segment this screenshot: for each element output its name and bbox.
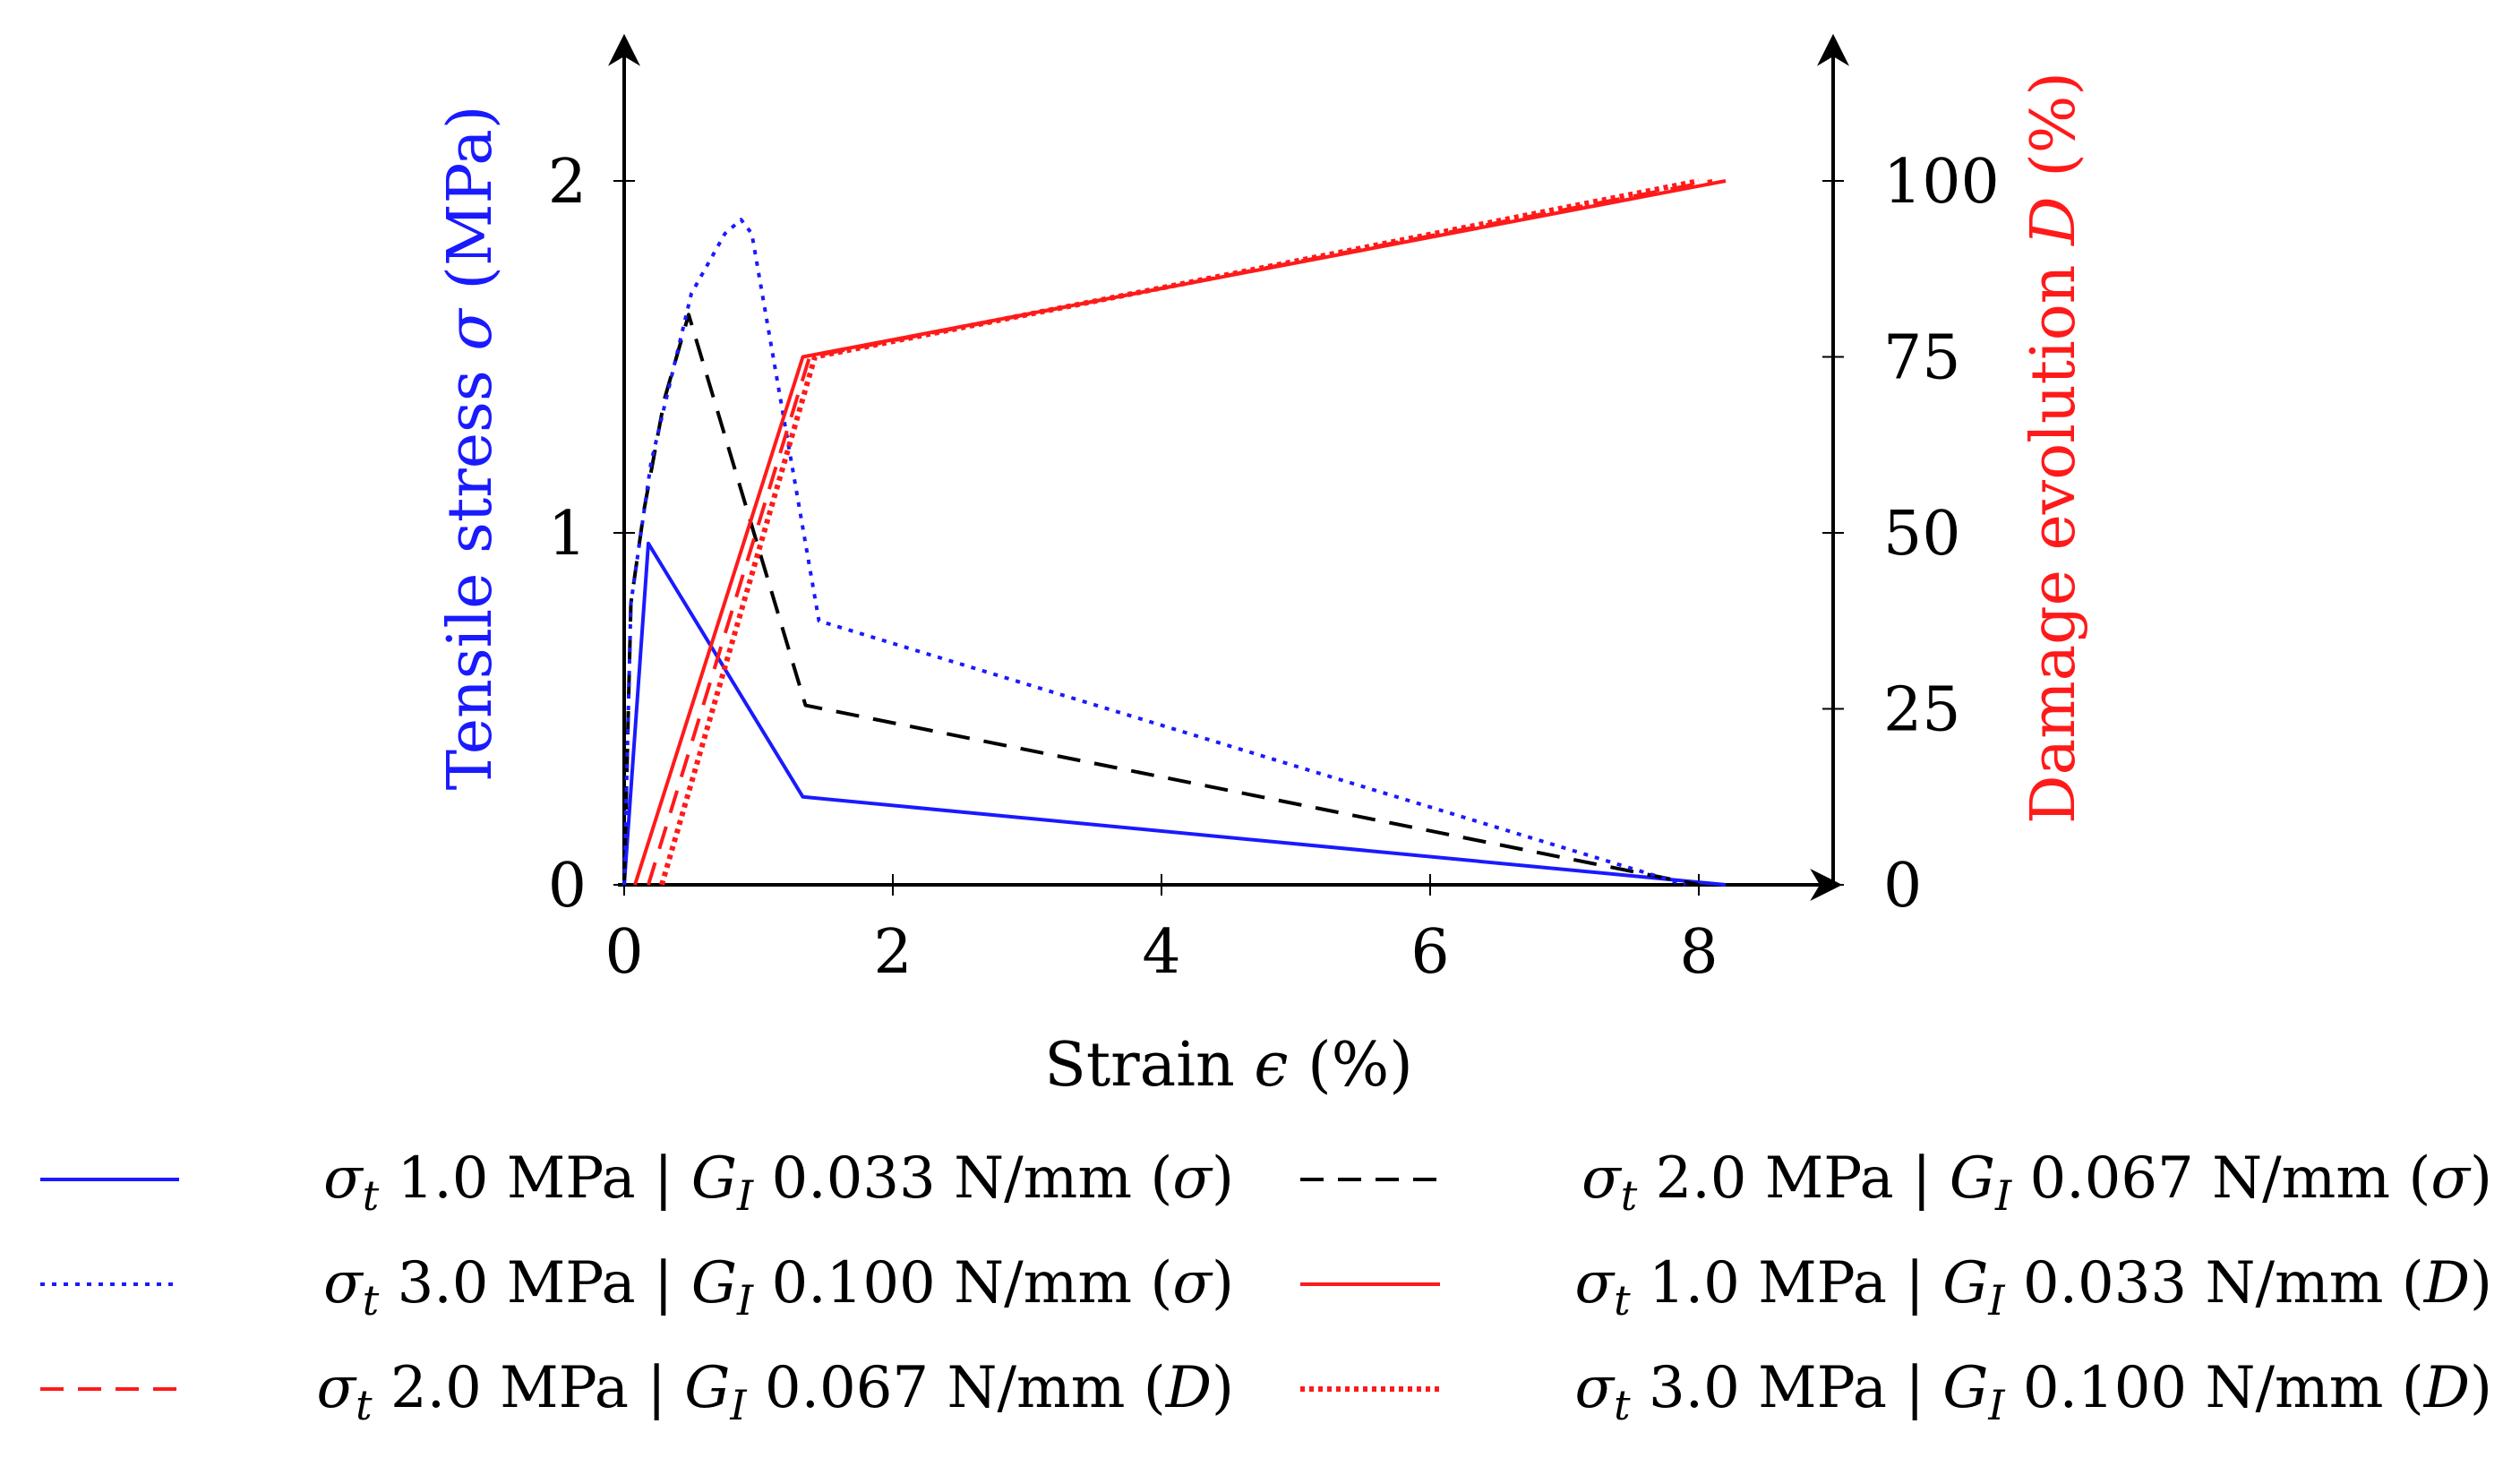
- legend-label-part: 0.067 N/mm (: [747, 1355, 1166, 1421]
- legend-label-part: 0.033 N/mm (: [2005, 1250, 2424, 1316]
- legend-label-part: I: [1994, 1171, 2012, 1220]
- legend-label-part: ): [1212, 1145, 1234, 1212]
- series-line-6: [659, 178, 1700, 886]
- legend-label-part: 0.067 N/mm (: [2011, 1145, 2430, 1212]
- legend-label-part: I: [736, 1171, 754, 1220]
- legend-label-part: 0.100 N/mm (: [2005, 1355, 2424, 1421]
- y-right-tick-label: 50: [1883, 499, 1961, 570]
- legend-label-part: ): [2470, 1250, 2492, 1316]
- x-axis-title-pre: Strain: [1044, 1030, 1254, 1101]
- legend-label-part: I: [736, 1276, 754, 1325]
- series-line-3: [622, 218, 1686, 887]
- legend-label-part: D: [1165, 1355, 1212, 1421]
- legend-label-part: 1.0 MPa |: [379, 1145, 691, 1212]
- legend-label-part: σ: [1581, 1145, 1623, 1212]
- legend-label-part: G: [1950, 1145, 1995, 1212]
- legend-label-part: t: [1621, 1171, 1638, 1220]
- legend-label-part: ): [2470, 1355, 2492, 1421]
- x-tick-label: 2: [873, 917, 912, 988]
- tick-labels: 0 2 4 6 8 0 1 2 0 25 50 75 100: [548, 147, 2000, 988]
- y-left-tick-label: 2: [548, 147, 587, 218]
- legend-label-part: 0.100 N/mm (: [753, 1250, 1172, 1316]
- y-right-tick-label: 0: [1883, 851, 1922, 922]
- x-tick-label: 0: [604, 917, 643, 988]
- legend-label-part: t: [363, 1171, 380, 1220]
- series-line-1: [622, 541, 1727, 887]
- legend-label-part: G: [691, 1145, 737, 1212]
- legend-label-part: σ: [1574, 1250, 1616, 1316]
- legend-label: σt 1.0 MPa | GI 0.033 N/mm (σ): [323, 1145, 1234, 1220]
- legend-label-part: 0.033 N/mm (: [753, 1145, 1172, 1212]
- left-axis-title-pre: Tensile stress: [435, 351, 506, 791]
- left-axis-title-var: σ: [435, 308, 506, 351]
- legend-label: σt 3.0 MPa | GI 0.100 N/mm (D): [1574, 1355, 2492, 1429]
- y-right-tick-label: 25: [1883, 675, 1961, 746]
- legend-label-part: t: [1614, 1276, 1631, 1325]
- legend-item-1: σt 1.0 MPa | GI 0.033 N/mm (σ): [40, 1145, 1234, 1220]
- y-right-tick-label: 100: [1883, 147, 2000, 218]
- left-axis-title-post: (MPa): [435, 106, 506, 310]
- right-axis-title-pre: Damage evolution: [2019, 245, 2089, 824]
- series-layer: [622, 178, 1727, 887]
- y-right-tick-label: 75: [1883, 323, 1961, 394]
- legend-item-2: σt 2.0 MPa | GI 0.067 N/mm (σ): [1300, 1145, 2492, 1220]
- legend-label-part: D: [2423, 1355, 2470, 1421]
- x-axis-title-var: ϵ: [1254, 1030, 1288, 1101]
- x-tick-label: 4: [1142, 917, 1180, 988]
- legend-label: σt 3.0 MPa | GI 0.100 N/mm (σ): [323, 1250, 1234, 1325]
- left-axis-title: Tensile stress σ (MPa): [435, 106, 506, 791]
- legend-label-part: ): [1212, 1355, 1234, 1421]
- legend-label: σt 1.0 MPa | GI 0.033 N/mm (D): [1574, 1250, 2492, 1325]
- legend-label-part: G: [1942, 1250, 1988, 1316]
- x-tick-label: 6: [1410, 917, 1449, 988]
- legend-label-part: t: [356, 1381, 373, 1429]
- legend-label-part: G: [691, 1250, 737, 1316]
- right-axis-title-post: (%): [2019, 72, 2089, 196]
- legend: σt 1.0 MPa | GI 0.033 N/mm (σ) σt 2.0 MPa…: [40, 1145, 2492, 1429]
- legend-label-part: σ: [323, 1145, 364, 1212]
- right-axis-title: Damage evolution D (%): [2019, 72, 2089, 824]
- legend-item-4: σt 1.0 MPa | GI 0.033 N/mm (D): [1300, 1250, 2492, 1325]
- legend-label-part: 1.0 MPa |: [1631, 1250, 1943, 1316]
- legend-label-part: σ: [323, 1250, 364, 1316]
- legend-label-part: σ: [1172, 1145, 1213, 1212]
- legend-item-3: σt 3.0 MPa | GI 0.100 N/mm (σ): [40, 1250, 1234, 1325]
- legend-label-part: σ: [1574, 1355, 1616, 1421]
- legend-item-6: σt 3.0 MPa | GI 0.100 N/mm (D): [1300, 1355, 2492, 1429]
- legend-label-part: 2.0 MPa |: [1637, 1145, 1950, 1212]
- legend-label-part: σ: [1172, 1250, 1213, 1316]
- legend-label-part: G: [1942, 1355, 1988, 1421]
- legend-label-part: σ: [316, 1355, 357, 1421]
- legend-label-part: 2.0 MPa |: [373, 1355, 685, 1421]
- legend-label-part: t: [363, 1276, 380, 1325]
- legend-label-part: ): [2470, 1145, 2492, 1212]
- legend-label-part: I: [729, 1381, 747, 1429]
- x-tick-label: 8: [1679, 917, 1718, 988]
- legend-label-part: I: [1987, 1276, 2005, 1325]
- legend-label-part: G: [684, 1355, 730, 1421]
- legend-label-part: 3.0 MPa |: [1631, 1355, 1943, 1421]
- right-axis-title-var: D: [2019, 196, 2089, 247]
- legend-label-part: I: [1987, 1381, 2005, 1429]
- legend-label-part: t: [1614, 1381, 1631, 1429]
- x-axis-title-post: (%): [1288, 1030, 1412, 1101]
- y-left-tick-label: 1: [548, 499, 587, 570]
- legend-label: σt 2.0 MPa | GI 0.067 N/mm (D): [316, 1355, 1234, 1429]
- legend-label: σt 2.0 MPa | GI 0.067 N/mm (σ): [1581, 1145, 2492, 1220]
- legend-label-part: ): [1212, 1250, 1234, 1316]
- x-axis-title: Strain ϵ (%): [1044, 1030, 1413, 1101]
- y-left-tick-label: 0: [548, 851, 587, 922]
- legend-item-5: σt 2.0 MPa | GI 0.067 N/mm (D): [40, 1355, 1234, 1429]
- legend-label-part: 3.0 MPa |: [379, 1250, 691, 1316]
- legend-label-part: D: [2423, 1250, 2470, 1316]
- legend-label-part: σ: [2430, 1145, 2472, 1212]
- series-line-2: [622, 313, 1700, 887]
